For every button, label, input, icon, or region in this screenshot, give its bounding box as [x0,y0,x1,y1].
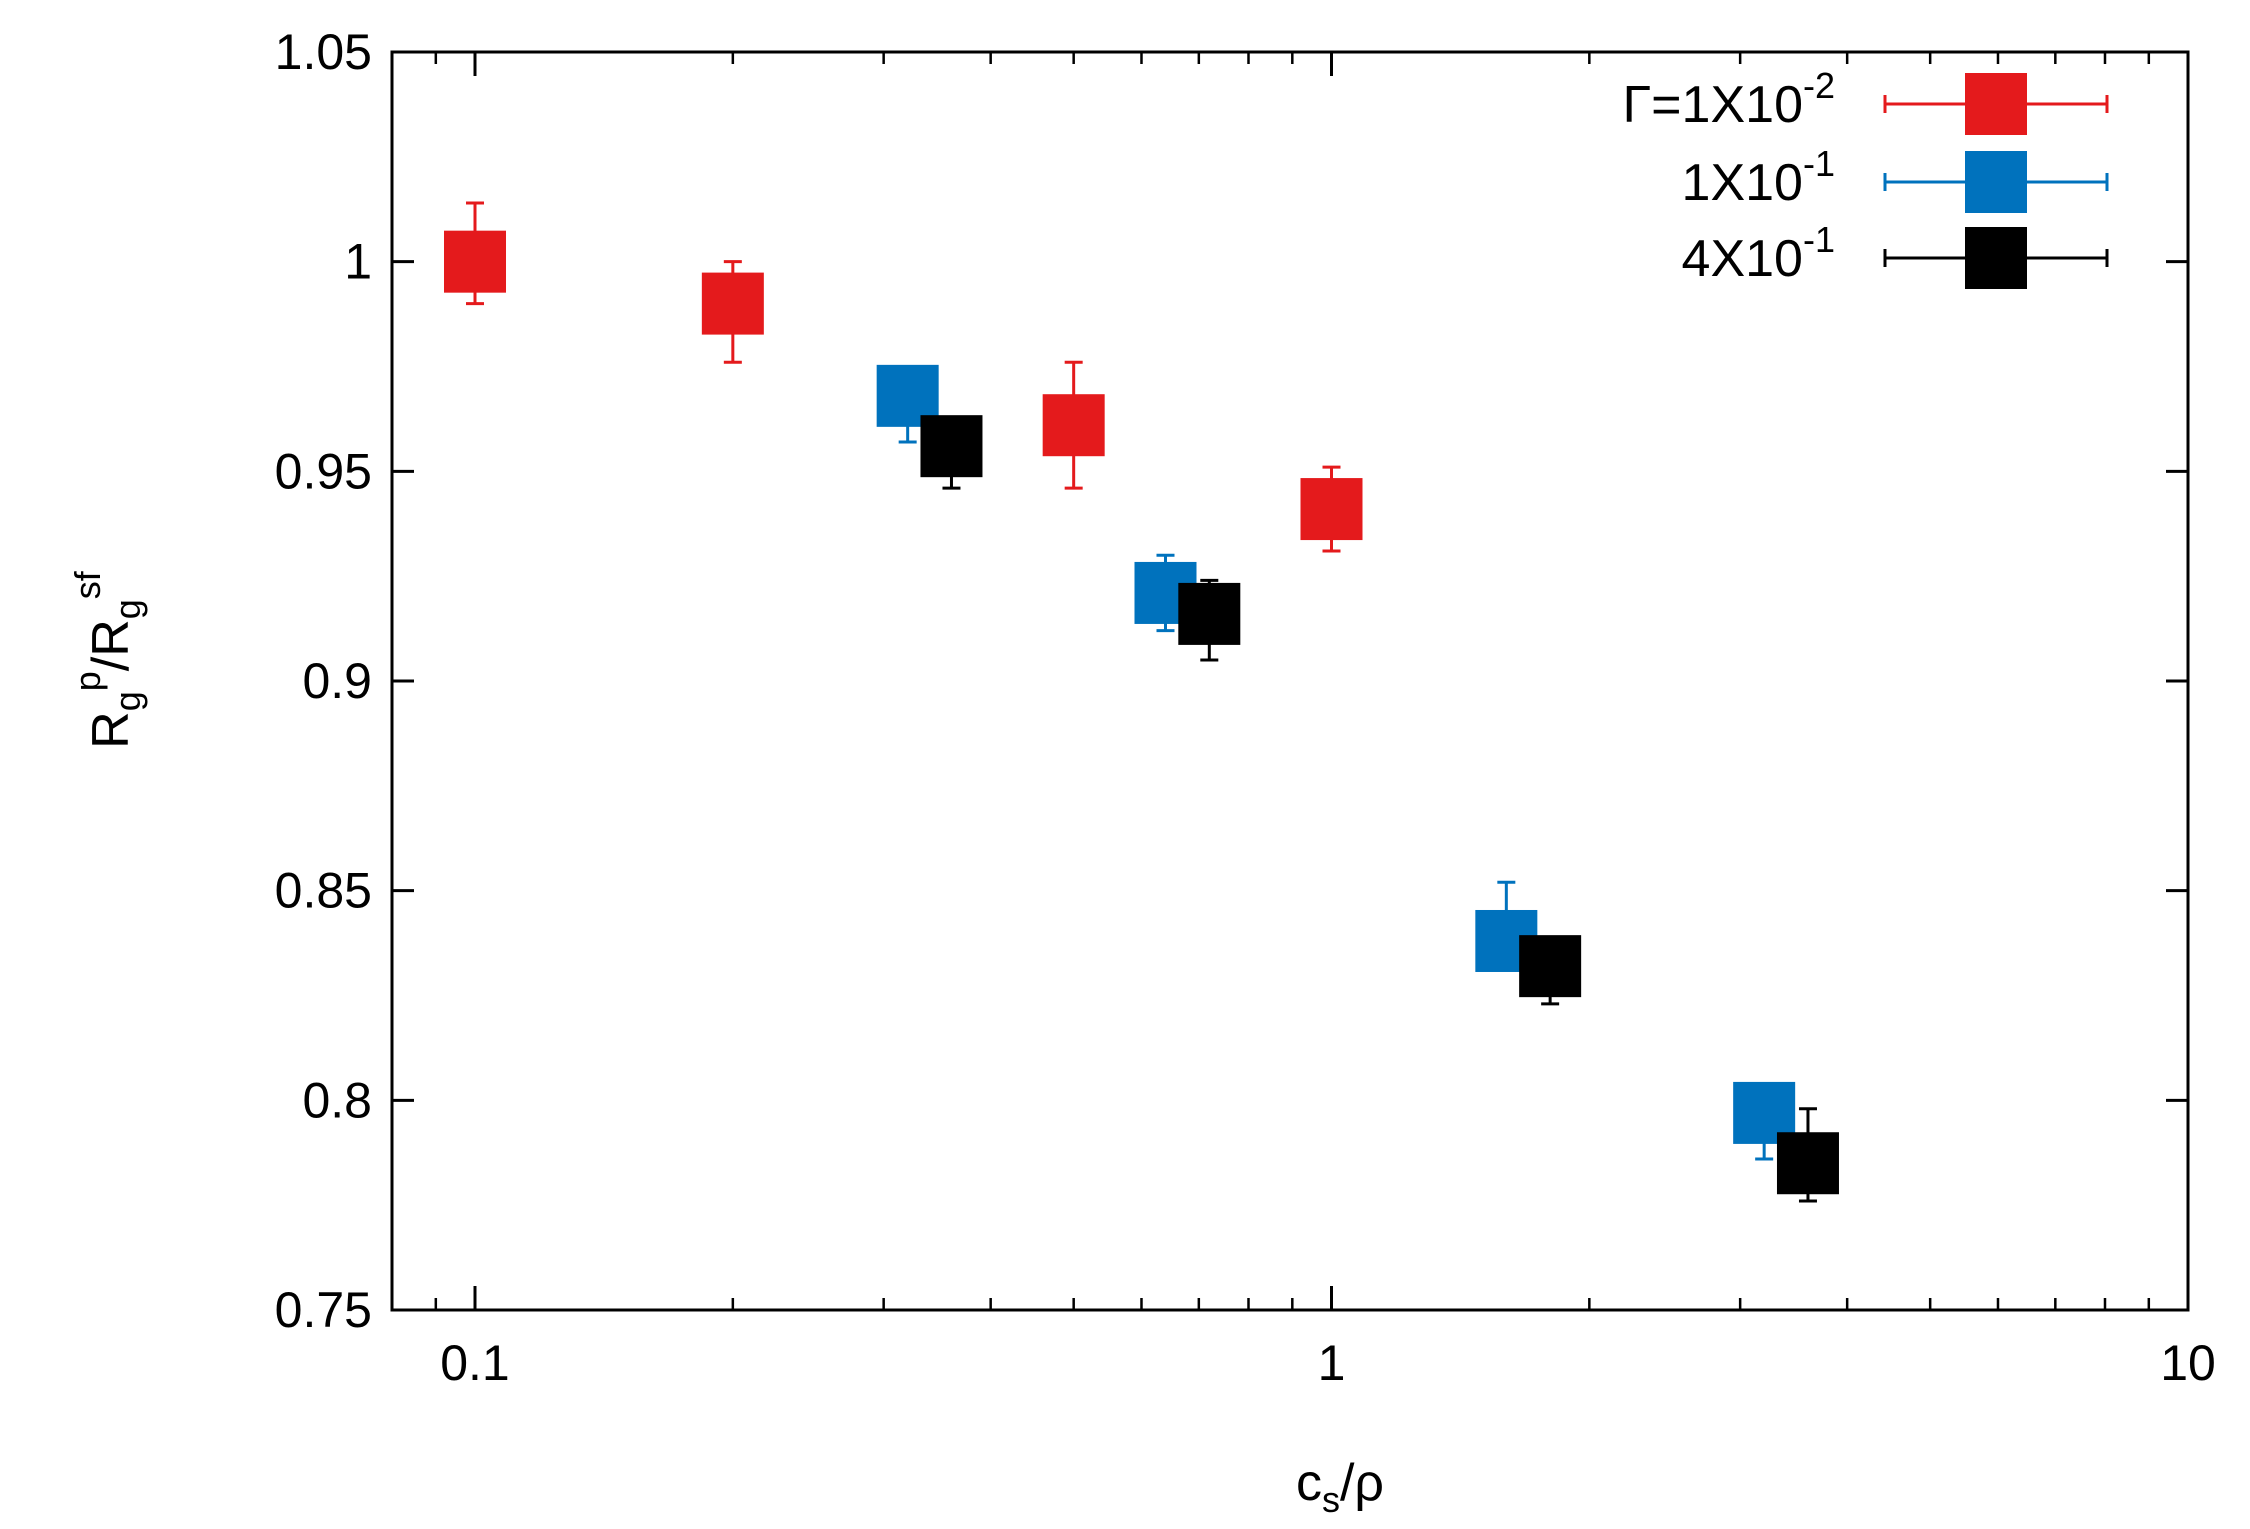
legend-marker [1965,73,2027,135]
data-point [1519,935,1582,998]
plot-frame [390,50,2190,1312]
data-point [444,230,507,293]
legend: Γ=1X10-2 1X10-1 4X10-1 [1623,65,2109,289]
data-point [1776,1132,1839,1195]
y-tick-label: 0.85 [275,863,372,919]
x-tick-label: 0.1 [440,1335,510,1391]
legend-label: Γ=1X10-2 [1623,65,1835,134]
data-markers [444,230,1839,1195]
legend-marker [1965,227,2027,289]
y-tick-label: 0.95 [275,443,372,499]
y-tick-label: 0.75 [275,1282,372,1338]
tick-labels: 0.75 0.8 0.85 0.9 0.95 1 1.05 0.1 1 10 [275,24,2216,1391]
y-tick-label: 1 [344,234,372,290]
data-point [920,415,983,478]
data-point [1042,394,1105,457]
legend-marker [1965,151,2027,213]
y-tick-label: 0.9 [302,653,372,709]
legend-label: 4X10-1 [1682,219,1835,288]
y-axis-title: Rgp/Rgsf [67,570,148,749]
data-point [1300,478,1363,541]
data-point [701,272,764,335]
error-bars [466,201,1817,1203]
x-tick-label: 1 [1318,1335,1346,1391]
axis-ticks [392,50,2190,1312]
y-tick-label: 1.05 [275,24,372,80]
data-point [1178,582,1241,645]
x-axis-title: cs/ρ [1296,1454,1384,1520]
legend-label: 1X10-1 [1682,143,1835,212]
y-tick-label: 0.8 [302,1072,372,1128]
x-tick-label: 10 [2160,1335,2216,1391]
